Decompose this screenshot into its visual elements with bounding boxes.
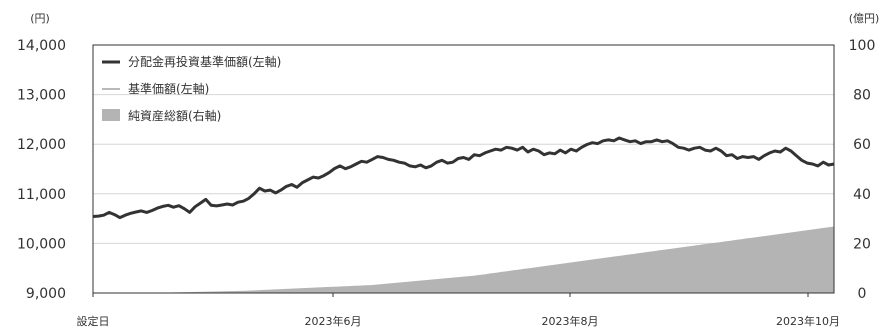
net-assets-area-path [93,226,834,293]
right-tick-label: 60 [853,137,871,153]
legend: 分配金再投資基準価額(左軸) 基準価額(左軸) 純資産総額(右軸) [102,54,281,123]
right-tick-label: 100 [849,38,876,54]
left-tick-label: 13,000 [17,88,66,104]
x-tick-label: 2023年6月 [305,314,362,328]
legend-label-reinvested-nav: 分配金再投資基準価額(左軸) [128,54,281,69]
x-tick-label: 2023年10月 [776,314,840,328]
x-tick-label: 設定日 [77,314,110,328]
right-tick-label: 0 [858,286,867,302]
left-tick-label: 14,000 [17,38,66,54]
legend-label-net-assets: 純資産総額(右軸) [128,108,221,123]
legend-swatch-net-assets [102,109,120,121]
right-axis-ticks: 0 20 40 60 80 100 [849,38,876,302]
reinvested-nav-line [92,136,835,220]
left-tick-label: 12,000 [17,137,66,153]
plot-frame [92,44,835,294]
x-axis-ticks: 設定日 2023年6月 2023年8月 2023年10月 [77,293,840,328]
legend-label-nav: 基準価額(左軸) [128,81,209,96]
right-axis-unit: (億円) [849,12,880,25]
left-axis-ticks: 9,000 10,000 11,000 12,000 13,000 14,000 [17,38,66,302]
series-lines [92,136,835,220]
nav-line [92,137,835,219]
right-tick-label: 40 [853,187,871,203]
right-tick-label: 20 [853,236,871,252]
net-assets-area [93,226,834,293]
right-tick-label: 80 [853,88,871,104]
left-tick-label: 9,000 [26,286,66,302]
x-tick-label: 2023年8月 [542,314,599,328]
left-tick-label: 10,000 [17,236,66,252]
left-axis-unit: (円) [30,12,50,25]
left-tick-label: 11,000 [17,187,66,203]
